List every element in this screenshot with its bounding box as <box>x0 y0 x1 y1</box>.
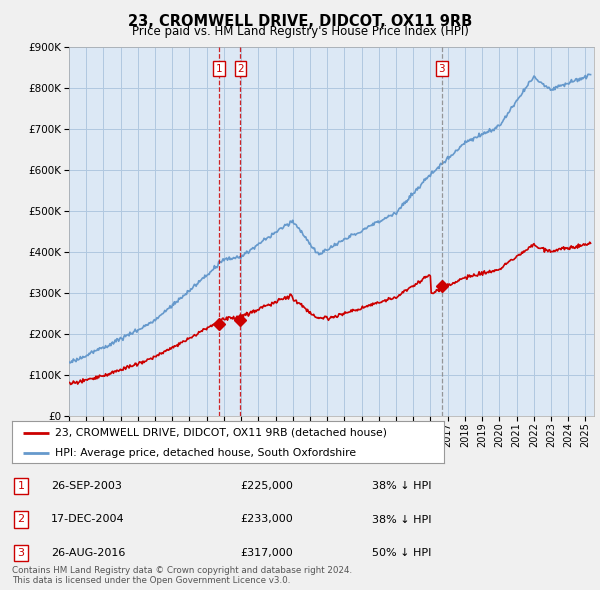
Text: 38% ↓ HPI: 38% ↓ HPI <box>372 481 431 491</box>
Text: Contains HM Land Registry data © Crown copyright and database right 2024.
This d: Contains HM Land Registry data © Crown c… <box>12 566 352 585</box>
Text: 26-SEP-2003: 26-SEP-2003 <box>51 481 122 491</box>
Text: £317,000: £317,000 <box>240 548 293 558</box>
Text: 26-AUG-2016: 26-AUG-2016 <box>51 548 125 558</box>
Text: 1: 1 <box>216 64 223 74</box>
Text: 50% ↓ HPI: 50% ↓ HPI <box>372 548 431 558</box>
Text: 3: 3 <box>439 64 445 74</box>
Text: Price paid vs. HM Land Registry's House Price Index (HPI): Price paid vs. HM Land Registry's House … <box>131 25 469 38</box>
Text: 2: 2 <box>237 64 244 74</box>
Text: 17-DEC-2004: 17-DEC-2004 <box>51 514 125 525</box>
Text: 3: 3 <box>17 548 25 558</box>
Text: 2: 2 <box>17 514 25 525</box>
Text: £225,000: £225,000 <box>240 481 293 491</box>
Text: £233,000: £233,000 <box>240 514 293 525</box>
Text: 23, CROMWELL DRIVE, DIDCOT, OX11 9RB (detached house): 23, CROMWELL DRIVE, DIDCOT, OX11 9RB (de… <box>55 428 387 438</box>
Text: 23, CROMWELL DRIVE, DIDCOT, OX11 9RB: 23, CROMWELL DRIVE, DIDCOT, OX11 9RB <box>128 14 472 28</box>
Text: HPI: Average price, detached house, South Oxfordshire: HPI: Average price, detached house, Sout… <box>55 448 356 457</box>
Text: 38% ↓ HPI: 38% ↓ HPI <box>372 514 431 525</box>
Text: 1: 1 <box>17 481 25 491</box>
